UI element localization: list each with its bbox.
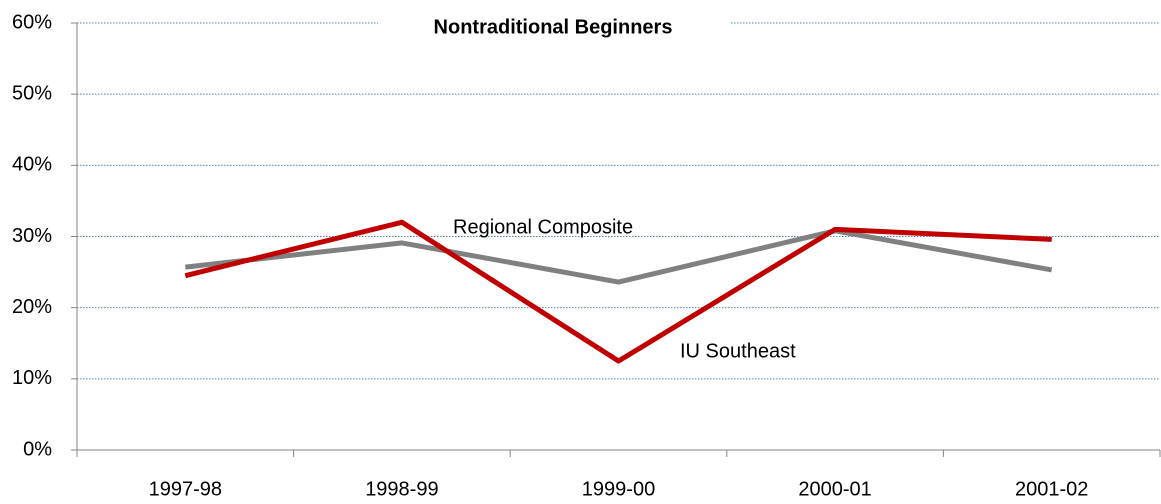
x-tick-label: 2001-02 (1015, 478, 1088, 500)
series-line (185, 228, 1053, 285)
y-tick-label: 10% (12, 367, 52, 389)
x-tick-label: 1998-99 (365, 478, 438, 500)
y-tick-label: 30% (12, 225, 52, 247)
y-tick-label: 20% (12, 296, 52, 318)
series-label: IU Southeast (680, 340, 796, 362)
x-tick-label: 1999-00 (582, 478, 655, 500)
y-tick-label: 60% (12, 11, 52, 33)
series-line (184, 219, 1052, 364)
x-tick-label: 2000-01 (798, 478, 871, 500)
y-tick-label: 50% (12, 82, 52, 104)
y-tick-label: 0% (23, 438, 52, 460)
x-tick-label: 1997-98 (149, 478, 222, 500)
series-label: Regional Composite (453, 216, 633, 238)
chart-title: Nontraditional Beginners (434, 16, 673, 38)
y-tick-label: 40% (12, 154, 52, 176)
title-background (378, 10, 730, 46)
